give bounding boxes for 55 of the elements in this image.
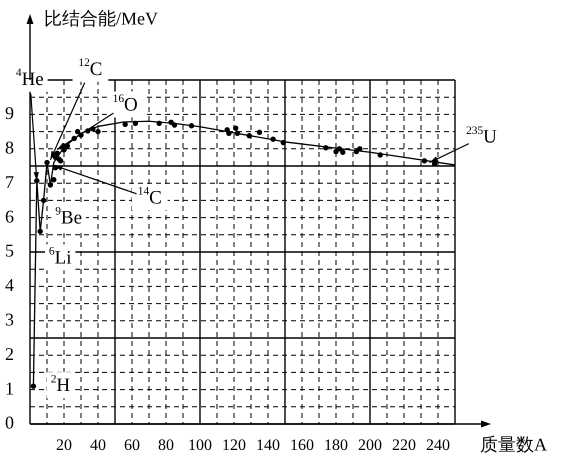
point (280, 140, 286, 146)
point (74, 128, 80, 134)
x-tick-label: 140 (256, 436, 280, 454)
x-tick-label: 100 (188, 436, 212, 454)
point (378, 152, 383, 158)
point (30, 383, 36, 389)
x-tick-label: 40 (90, 436, 106, 454)
point (246, 133, 252, 138)
point (256, 130, 262, 135)
x-tick-label: 220 (392, 436, 416, 454)
point (354, 148, 360, 154)
y-tick-label: 3 (5, 310, 14, 330)
x-tick-label: 20 (56, 436, 72, 454)
y-tick-label: 4 (5, 275, 14, 296)
point (172, 122, 178, 128)
y-tick-label: 2 (5, 344, 14, 364)
point (54, 150, 60, 156)
y-tick-label: 9 (5, 103, 14, 124)
y-tick-label: 8 (5, 138, 14, 158)
y-tick-label: 5 (5, 240, 14, 261)
point (61, 147, 67, 153)
y-tick-label: 6 (5, 206, 14, 226)
point (422, 158, 428, 164)
point (336, 146, 342, 152)
point (226, 130, 232, 136)
point (333, 148, 339, 154)
x-tick-label: 60 (124, 436, 140, 454)
point (64, 143, 70, 149)
point (38, 228, 43, 234)
x-tick-label: 160 (290, 436, 314, 454)
x-tick-label: 120 (222, 436, 246, 454)
y-tick-label: 1 (5, 378, 14, 398)
point (132, 120, 138, 126)
x-tick-label: 240 (426, 436, 450, 454)
point (234, 130, 240, 136)
point (270, 136, 276, 142)
point (357, 146, 362, 152)
point (188, 123, 194, 128)
point (40, 198, 46, 204)
point (51, 177, 56, 182)
x-tick-label: 180 (324, 436, 348, 454)
point (156, 120, 162, 126)
point (48, 182, 54, 188)
point (168, 120, 174, 126)
x-tick-label: 200 (358, 436, 382, 454)
point (340, 150, 346, 155)
x-tick-label: 80 (158, 436, 174, 454)
y-axis-title: 比结合能/MeV (44, 8, 158, 29)
point (323, 145, 328, 150)
point (44, 160, 50, 166)
y-tick-label: 0 (5, 412, 14, 433)
point (95, 128, 101, 134)
x-axis-title: 质量数A (480, 434, 547, 455)
point (233, 125, 238, 131)
y-tick-label: 7 (5, 172, 14, 192)
